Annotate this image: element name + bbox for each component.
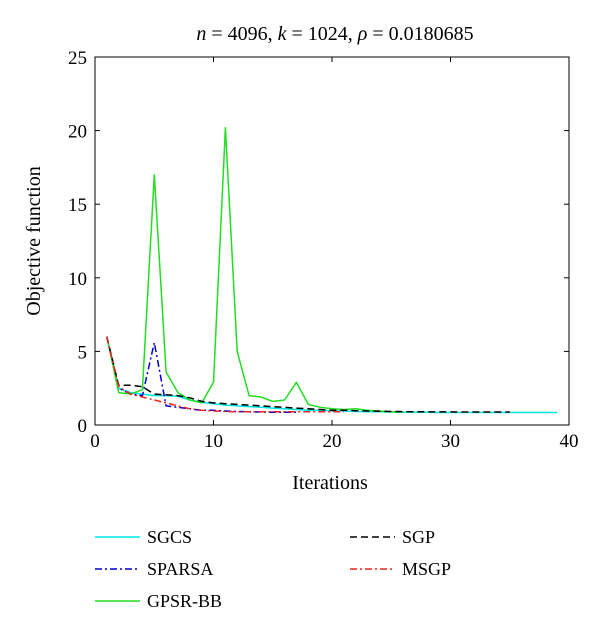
title-rho-symbol: ρ — [357, 23, 368, 45]
title-k-symbol: k — [278, 23, 288, 45]
title-n-value: = 4096, — [206, 23, 277, 45]
y-tick-label: 15 — [68, 195, 87, 216]
x-tick-label: 10 — [204, 431, 223, 452]
y-axis-label: Objective function — [23, 166, 45, 315]
series-group — [106, 126, 558, 414]
axis-ticks — [94, 56, 570, 426]
y-tick-label: 20 — [68, 122, 87, 143]
y-tick-label: 5 — [78, 342, 88, 363]
y-tick-label: 25 — [68, 48, 87, 69]
series-line-sgp — [106, 336, 510, 413]
chart-title: n = 4096, k = 1024, ρ = 0.0180685 — [196, 23, 473, 45]
x-axis-label: Iterations — [292, 472, 368, 494]
legend-label-sparsa: SPARSA — [147, 559, 213, 579]
legend-label-sgcs: SGCS — [147, 527, 192, 547]
y-tick-label: 0 — [78, 416, 88, 437]
title-k-value: = 1024, — [287, 23, 358, 45]
legend-label-sgp: SGP — [402, 527, 435, 547]
title-rho-value: = 0.0180685 — [367, 23, 473, 45]
series-line-sgcs — [106, 336, 558, 414]
axis-tick-labels: 0 10 20 30 40 0 5 10 15 20 25 — [68, 48, 579, 452]
legend: SGCS SPARSA GPSR-BB SGP MSGP — [95, 527, 451, 611]
legend-label-msgp: MSGP — [402, 559, 451, 579]
y-tick-label: 10 — [68, 269, 87, 290]
legend-label-gpsr-bb: GPSR-BB — [147, 591, 222, 611]
x-tick-label: 30 — [441, 431, 460, 452]
series-line-gpsr-bb — [106, 126, 404, 413]
x-tick-label: 40 — [560, 431, 579, 452]
x-tick-label: 0 — [90, 431, 100, 452]
title-n-symbol: n — [196, 23, 206, 45]
x-tick-label: 20 — [323, 431, 342, 452]
series-line-msgp — [106, 336, 344, 413]
